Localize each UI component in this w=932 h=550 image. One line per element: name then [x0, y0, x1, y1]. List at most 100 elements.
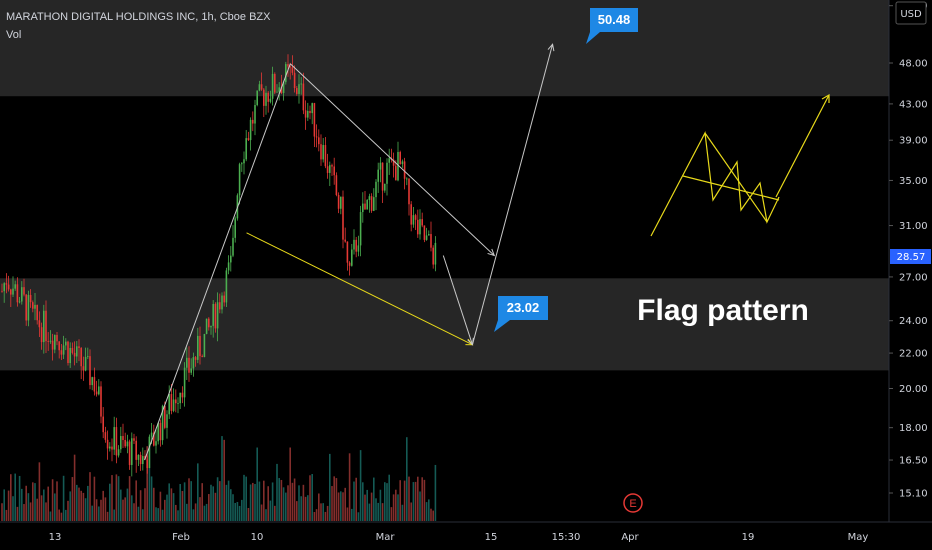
candle-body	[126, 441, 129, 447]
candle-body	[216, 302, 219, 329]
candle-body	[329, 165, 331, 173]
volume-bar	[287, 485, 289, 521]
candle-body	[388, 158, 390, 163]
volume-bar	[194, 503, 197, 521]
candle-body	[60, 350, 63, 355]
volume-bar	[230, 489, 232, 521]
price-tick-label: 39.00	[899, 136, 928, 147]
support-zone	[0, 278, 889, 371]
volume-bar	[109, 483, 111, 521]
candle-body	[73, 352, 76, 357]
volume-bar	[216, 477, 219, 521]
volume-bar	[142, 509, 144, 521]
candle-body	[381, 162, 384, 191]
volume-bar	[425, 502, 428, 521]
candle-body	[399, 152, 401, 164]
trendline-arrowhead	[547, 43, 555, 52]
earnings-marker[interactable]: E	[623, 493, 643, 513]
candle-body	[117, 449, 120, 456]
volume-bar	[144, 488, 146, 521]
volume-bar	[300, 496, 302, 521]
candle-body	[34, 304, 36, 309]
flag-lower-line	[704, 132, 768, 223]
candle-body	[335, 175, 338, 195]
candle-body	[148, 436, 151, 469]
candle-body	[412, 215, 415, 225]
volume-bar	[421, 477, 423, 521]
candle-body	[205, 318, 208, 334]
time-axis[interactable]: 13 Feb 10 Mar 15 15:30 Apr 19 May	[0, 521, 932, 543]
volume-bar	[201, 483, 203, 521]
volume-bar	[355, 477, 357, 521]
currency-badge[interactable]	[895, 1, 927, 25]
volume-bar	[82, 492, 85, 521]
volume-bar	[322, 503, 324, 521]
volume-bar	[71, 477, 74, 521]
target-high-label: 50.48	[598, 12, 631, 27]
candle-body	[223, 295, 225, 303]
last-price-label: 28.57	[897, 252, 926, 263]
volume-bar	[192, 509, 195, 521]
volume-bar	[318, 493, 320, 521]
candle-body	[282, 82, 285, 94]
volume-bar	[166, 494, 168, 521]
candle-body	[344, 239, 346, 242]
candle-body	[322, 145, 324, 160]
volume-bar	[148, 439, 151, 521]
candle-body	[27, 294, 30, 321]
volume-bar	[135, 480, 137, 521]
volume-bar	[384, 482, 386, 521]
candle-body	[65, 341, 67, 346]
candle-body	[313, 103, 316, 137]
target-low-label: 23.02	[507, 300, 540, 315]
volume-bar	[170, 488, 173, 521]
price-tick-label: 27.00	[899, 272, 928, 283]
pattern-title: Flag pattern	[637, 294, 809, 327]
volume-bar	[225, 484, 228, 521]
price-scale[interactable]: 56.0048.0043.0039.0035.0031.0027.0024.00…	[888, 0, 932, 522]
callout-target-high: 50.48	[586, 8, 638, 44]
time-tick-label: Apr	[621, 532, 639, 543]
time-tick-label: Mar	[376, 532, 396, 543]
volume-bar	[175, 504, 177, 521]
candle-body	[146, 459, 148, 469]
volume-bar	[62, 475, 65, 521]
candle-body	[406, 178, 408, 180]
price-tick-label: 20.00	[899, 384, 928, 395]
candle-body	[425, 235, 428, 240]
candle-body	[362, 203, 364, 213]
volume-bar	[69, 491, 71, 521]
candle-body	[366, 199, 368, 210]
volume-bar	[370, 492, 373, 521]
candle-body	[25, 294, 27, 321]
volume-bar	[263, 480, 265, 521]
volume-bar	[335, 478, 338, 521]
candle-body	[320, 144, 322, 160]
volume-bar	[168, 483, 170, 521]
volume-bar	[296, 501, 298, 521]
volume-bar	[276, 463, 278, 521]
volume-bar	[205, 503, 208, 521]
candle-body	[384, 183, 386, 191]
volume-bar	[408, 476, 410, 521]
candle-body	[120, 436, 122, 450]
candle-body	[379, 162, 382, 170]
candle-body	[166, 414, 168, 428]
candle-body	[247, 138, 250, 141]
volume-bar	[164, 499, 166, 521]
candle-body	[302, 83, 305, 111]
volume-bar	[137, 506, 140, 521]
volume-bar	[241, 499, 243, 521]
time-tick-label: 10	[251, 532, 264, 543]
volume-bar	[157, 508, 159, 521]
candle-body	[331, 165, 333, 167]
volume-bar	[51, 479, 54, 521]
volume-bar	[278, 478, 280, 521]
volume-bar	[159, 491, 162, 521]
volume-bar	[54, 493, 56, 521]
volume-bar	[271, 482, 274, 521]
candle-body	[263, 89, 265, 106]
candle-body	[227, 262, 230, 271]
volume-bar	[128, 476, 131, 521]
